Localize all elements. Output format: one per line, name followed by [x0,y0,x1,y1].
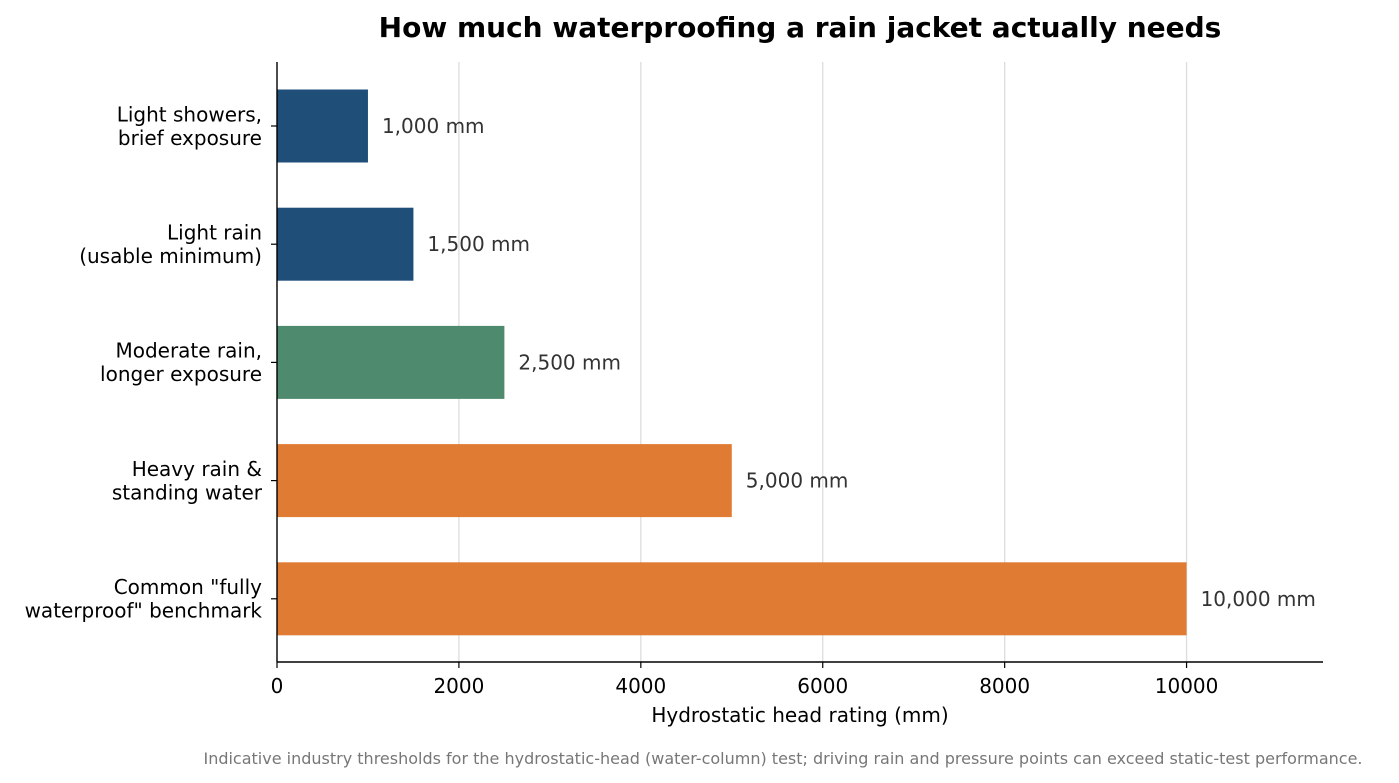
bar-layer [277,89,1187,636]
value-label: 2,500 mm [518,350,621,374]
value-label: 1,000 mm [382,114,485,138]
category-label: Moderate rain, [115,339,262,363]
category-label: Common "fully [114,575,262,599]
x-tick-label: 10000 [1155,674,1219,698]
category-label: Light rain [167,220,262,244]
x-tick-label: 4000 [615,674,666,698]
category-label: Heavy rain & [132,457,262,481]
category-label: longer exposure [100,362,262,386]
grid-layer [458,62,1188,662]
bar [277,89,368,163]
category-label: brief exposure [118,126,262,150]
bar [277,562,1187,636]
value-label: 5,000 mm [746,469,849,493]
footnote: Indicative industry thresholds for the h… [203,749,1362,768]
category-label: (usable minimum) [79,244,262,268]
x-axis-label: Hydrostatic head rating (mm) [651,703,948,727]
category-label: standing water [112,480,263,504]
x-tick-label: 0 [271,674,284,698]
bar [277,444,732,518]
chart-title: How much waterproofing a rain jacket act… [379,11,1222,44]
x-tick-label: 2000 [433,674,484,698]
category-label: Light showers, [117,102,262,126]
category-label: waterproof" benchmark [25,599,263,623]
x-tick-label: 8000 [979,674,1030,698]
axis-layer [271,62,1323,668]
text-layer: 0 2000 4000 6000 8000 10000 1,000 mm Light show… [25,102,1316,698]
bar [277,207,414,281]
value-label: 10,000 mm [1201,587,1316,611]
bar [277,325,505,399]
x-tick-label: 6000 [797,674,848,698]
value-label: 1,500 mm [427,232,530,256]
